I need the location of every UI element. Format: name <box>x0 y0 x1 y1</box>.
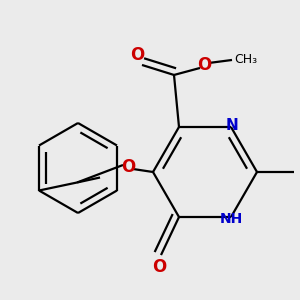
Text: CH₃: CH₃ <box>234 53 257 67</box>
Text: NH: NH <box>219 212 243 226</box>
Text: N: N <box>226 118 238 134</box>
Text: O: O <box>152 258 166 276</box>
Text: O: O <box>197 56 211 74</box>
Text: O: O <box>130 46 144 64</box>
Text: O: O <box>121 158 135 176</box>
